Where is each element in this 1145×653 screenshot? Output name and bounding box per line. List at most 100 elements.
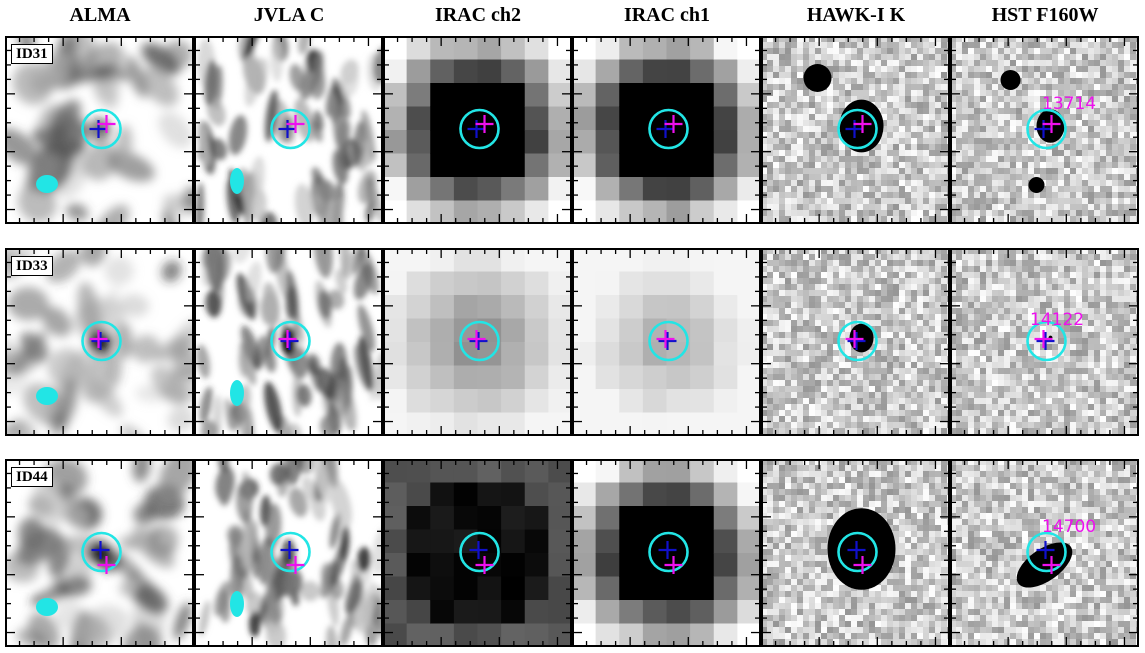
blue-cross-marker	[658, 332, 677, 350]
beam-ellipse	[230, 380, 244, 406]
blue-cross-marker	[469, 541, 488, 559]
aperture-circle	[1026, 108, 1067, 150]
cutout-image	[383, 36, 572, 224]
pixel-grid	[383, 248, 572, 436]
row-id-label: ID33	[11, 256, 53, 276]
magenta-cross-marker	[1042, 115, 1061, 133]
magenta-cross-marker	[97, 556, 116, 574]
pixel-grid	[383, 459, 572, 647]
magenta-cross-marker	[89, 330, 108, 348]
column-header-hst-f160w: HST F160W	[991, 4, 1099, 26]
magenta-cross-marker	[278, 330, 297, 348]
aperture-circle	[837, 108, 878, 150]
tick-marks	[572, 459, 761, 647]
pixel-grid	[572, 36, 761, 224]
magenta-cross-marker	[286, 556, 305, 574]
cutout-image	[5, 459, 194, 647]
beam-ellipse	[230, 168, 244, 194]
magenta-cross-marker	[664, 556, 683, 574]
blue-cross-marker	[1036, 541, 1055, 559]
column-header-hawk-i-k: HAWK-I K	[806, 4, 906, 26]
pixel-grid	[383, 36, 572, 224]
cutout-image	[761, 248, 950, 436]
aperture-circle	[81, 320, 122, 362]
pixel-grid	[572, 248, 761, 436]
cutout-image	[761, 459, 950, 647]
cutout-id44-alma: ID44	[5, 459, 194, 647]
cutout-id33-irac-ch1	[572, 248, 761, 436]
noise-pixels	[950, 459, 1139, 647]
blue-cross-marker	[91, 332, 110, 350]
beam-ellipse	[36, 598, 58, 616]
cutout-id31-irac-ch2	[383, 36, 572, 224]
aperture-circle	[270, 320, 311, 362]
hst-source-id-label: 14700	[1042, 517, 1097, 537]
cutout-id31-hst-f160w: 13714	[950, 36, 1139, 224]
noise-pixels	[761, 248, 950, 436]
cutout-id44-hst-f160w: 14700	[950, 459, 1139, 647]
cutout-id31-irac-ch1	[572, 36, 761, 224]
blue-cross-marker	[469, 332, 488, 350]
aperture-circle	[459, 108, 500, 150]
column-header-irac-ch2: IRAC ch2	[434, 4, 522, 26]
column-header-irac-ch1: IRAC ch1	[623, 4, 711, 26]
cutout-id31-jvla-c	[194, 36, 383, 224]
cutout-id44-irac-ch2	[383, 459, 572, 647]
aperture-circle	[837, 320, 878, 362]
aperture-circle	[648, 320, 689, 362]
column-header-jvla-c: JVLA C	[253, 4, 325, 26]
magenta-cross-marker	[656, 330, 675, 348]
cutout-image	[950, 459, 1139, 647]
row-id-label: ID44	[11, 467, 53, 487]
hst-source-id-label: 13714	[1042, 94, 1097, 114]
cutout-id33-alma: ID33	[5, 248, 194, 436]
magenta-cross-marker	[1042, 556, 1061, 574]
cutout-image	[5, 36, 194, 224]
magenta-cross-marker	[845, 330, 864, 348]
aperture-circle	[270, 108, 311, 150]
magenta-cross-marker	[853, 556, 872, 574]
cutout-image	[950, 36, 1139, 224]
magenta-cross-marker	[97, 115, 116, 133]
cutout-image	[572, 36, 761, 224]
aperture-circle	[648, 531, 689, 573]
cutout-image	[194, 248, 383, 436]
cutout-image	[383, 459, 572, 647]
magenta-cross-marker	[1034, 330, 1053, 348]
magenta-cross-marker	[853, 115, 872, 133]
column-header-alma: ALMA	[69, 4, 131, 26]
cutout-image	[5, 248, 194, 436]
pixel-grid	[572, 459, 761, 647]
blue-cross-marker	[91, 541, 110, 559]
aperture-circle	[81, 108, 122, 150]
noise-pixels	[950, 36, 1139, 224]
magenta-cross-marker	[467, 330, 486, 348]
cutout-image	[194, 459, 383, 647]
blue-cross-marker	[847, 332, 866, 350]
cutout-image	[761, 36, 950, 224]
cutout-id33-irac-ch2	[383, 248, 572, 436]
noise-pixels	[950, 248, 1139, 436]
cutout-image	[572, 248, 761, 436]
cutout-image	[383, 248, 572, 436]
blue-cross-marker	[1036, 332, 1055, 350]
blue-cross-marker	[280, 332, 299, 350]
aperture-circle	[459, 320, 500, 362]
beam-ellipse	[230, 591, 244, 617]
cutout-id33-hawk-i-k	[761, 248, 950, 436]
cutout-id44-jvla-c	[194, 459, 383, 647]
magenta-cross-marker	[475, 556, 494, 574]
beam-ellipse	[36, 175, 58, 193]
magenta-cross-marker	[475, 115, 494, 133]
magenta-cross-marker	[286, 115, 305, 133]
cutout-id33-jvla-c	[194, 248, 383, 436]
aperture-circle	[648, 108, 689, 150]
cutout-image	[194, 36, 383, 224]
magenta-cross-marker	[664, 115, 683, 133]
blue-cross-marker	[280, 541, 299, 559]
aperture-circle	[1026, 320, 1067, 362]
aperture-circle	[1026, 531, 1067, 573]
cutout-id33-hst-f160w: 14122	[950, 248, 1139, 436]
cutout-id31-alma: ID31	[5, 36, 194, 224]
aperture-circle	[81, 531, 122, 573]
